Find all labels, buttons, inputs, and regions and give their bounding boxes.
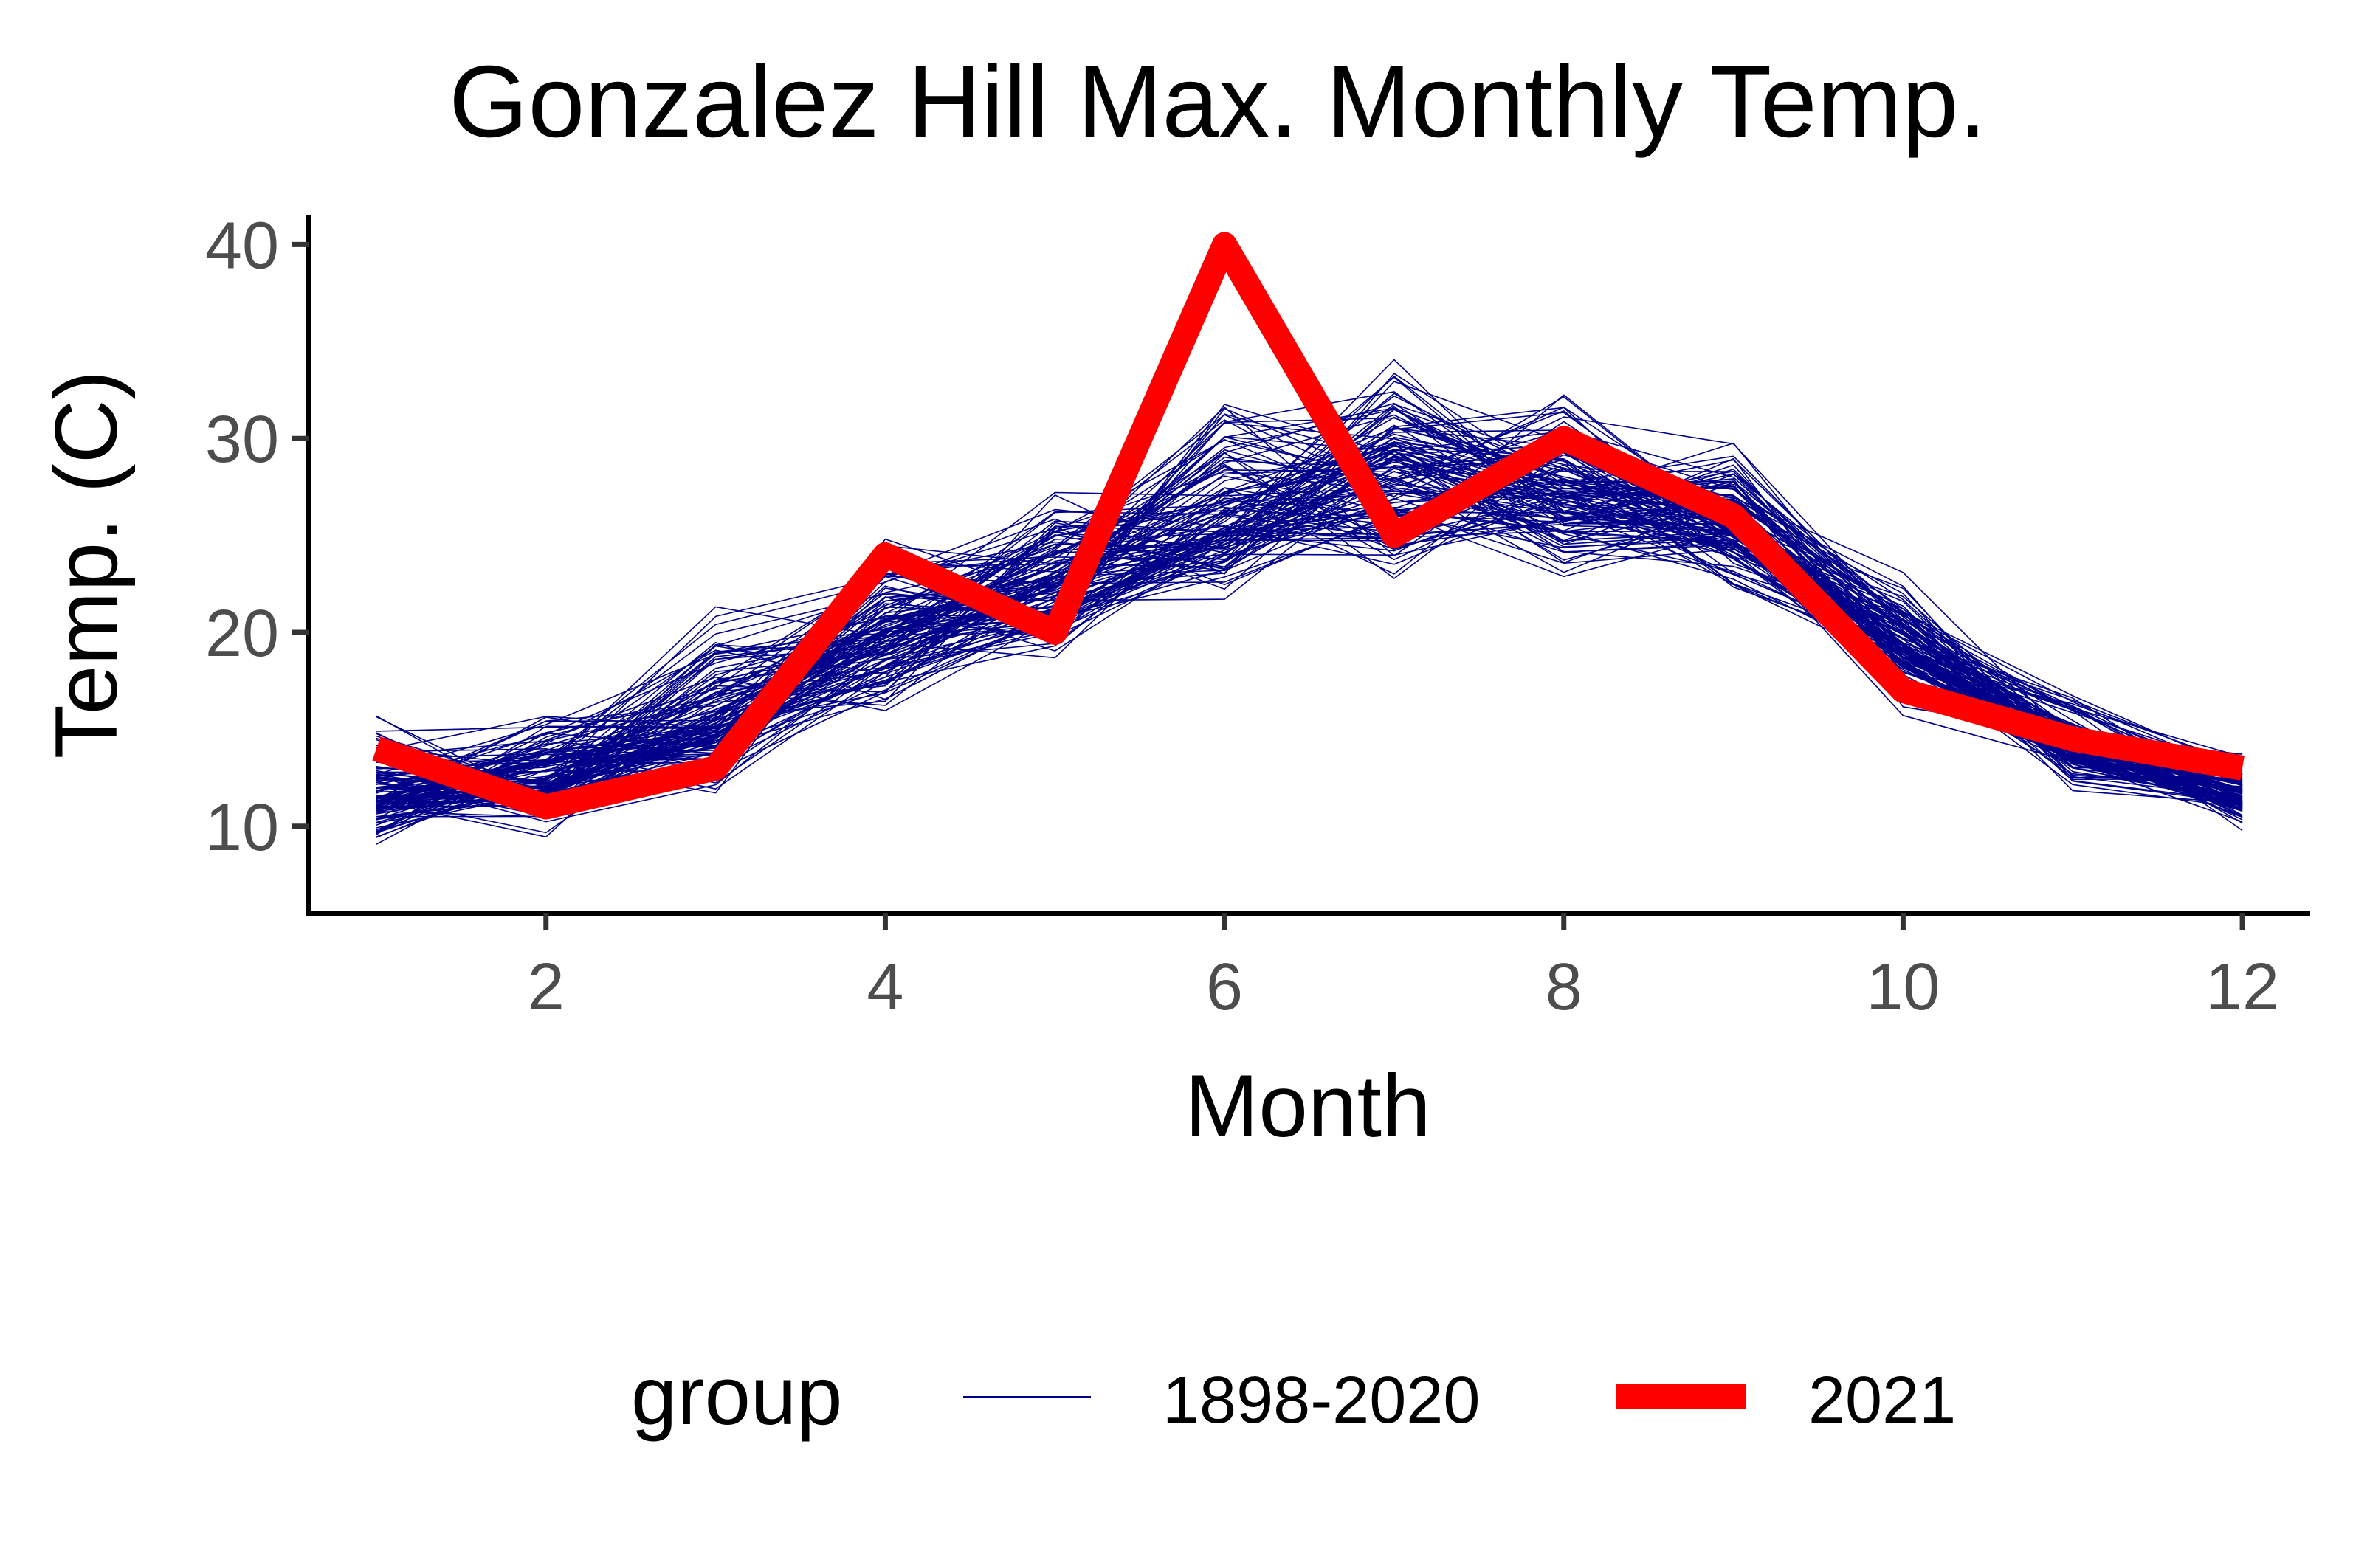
series-line-1898-2020 xyxy=(376,464,2243,801)
legend-label-2021: 2021 xyxy=(1808,1364,1956,1437)
series-line-1898-2020 xyxy=(376,458,2243,804)
series-line-1898-2020 xyxy=(376,409,2243,793)
series-line-1898-2020 xyxy=(376,404,2243,800)
x-tick-label: 12 xyxy=(2205,950,2279,1024)
series-line-1898-2020 xyxy=(376,417,2243,793)
series-line-1898-2020 xyxy=(376,445,2243,809)
x-axis-title: Month xyxy=(1185,1057,1431,1156)
y-tick-label: 30 xyxy=(205,403,279,477)
y-ticks: 10 20 30 40 xyxy=(205,209,309,865)
series-line-1898-2020 xyxy=(376,429,2243,824)
series-line-1898-2020 xyxy=(376,499,2243,802)
series-line-1898-2020 xyxy=(376,396,2243,820)
x-ticks: 2 4 6 8 10 12 xyxy=(528,913,2279,1024)
legend: group 1898-2020 2021 xyxy=(631,1350,1956,1442)
series-line-1898-2020 xyxy=(376,359,2243,833)
series-line-1898-2020 xyxy=(376,441,2243,803)
series-line-1898-2020 xyxy=(376,416,2243,804)
series-line-1898-2020 xyxy=(376,413,2243,807)
legend-title: group xyxy=(631,1350,842,1442)
x-tick-label: 4 xyxy=(867,950,903,1024)
series-line-1898-2020 xyxy=(376,402,2243,818)
x-tick-label: 10 xyxy=(1866,950,1940,1024)
series-line-1898-2020 xyxy=(376,419,2243,837)
x-tick-label: 6 xyxy=(1206,950,1243,1024)
series-line-1898-2020 xyxy=(376,464,2243,807)
chart-title: Gonzalez Hill Max. Monthly Temp. xyxy=(449,45,1987,159)
series-line-1898-2020 xyxy=(376,408,2243,807)
series-line-1898-2020 xyxy=(376,514,2243,807)
x-tick-label: 2 xyxy=(528,950,565,1024)
y-axis-title: Temp. (C) xyxy=(37,370,136,759)
series-line-2021 xyxy=(372,232,2245,820)
series-line-1898-2020 xyxy=(376,442,2243,795)
legend-label-1898-2020: 1898-2020 xyxy=(1162,1364,1480,1437)
series-line-1898-2020 xyxy=(376,404,2243,792)
series-line-1898-2020 xyxy=(376,487,2243,809)
series-line-1898-2020 xyxy=(376,480,2243,812)
y-tick-label: 20 xyxy=(205,597,279,671)
series-line-1898-2020 xyxy=(376,494,2243,791)
x-tick-label: 8 xyxy=(1546,950,1582,1024)
series-line-1898-2020 xyxy=(376,427,2243,809)
series-line-1898-2020 xyxy=(376,459,2243,804)
series-line-1898-2020 xyxy=(376,450,2243,795)
y-tick-label: 10 xyxy=(205,791,279,865)
series-line-1898-2020 xyxy=(376,449,2243,812)
y-tick-label: 40 xyxy=(205,209,279,283)
series-2021-group xyxy=(372,232,2245,820)
